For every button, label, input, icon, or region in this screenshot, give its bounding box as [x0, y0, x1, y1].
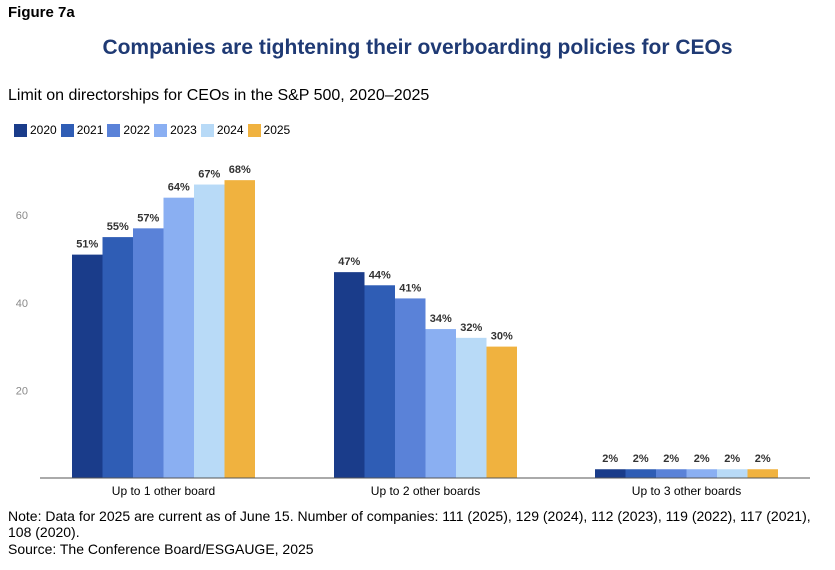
data-label: 2% [633, 453, 649, 465]
x-tick-label: Up to 2 other boards [371, 484, 480, 498]
bar [194, 184, 225, 478]
chart-source: Source: The Conference Board/ESGAUGE, 20… [8, 541, 314, 557]
data-label: 55% [107, 221, 129, 233]
data-label: 51% [76, 239, 98, 251]
y-tick-label: 20 [16, 385, 28, 397]
legend-swatch [107, 123, 121, 137]
legend-item-2021: 2021 [60, 123, 104, 137]
legend-swatch [154, 123, 168, 137]
legend-item-2020: 2020 [14, 123, 57, 137]
y-tick-label: 40 [16, 298, 28, 310]
legend-label: 2023 [170, 123, 197, 137]
y-tick-label: 60 [16, 210, 28, 222]
x-tick-label: Up to 3 other boards [632, 484, 741, 498]
data-label: 2% [602, 453, 618, 465]
legend-item-2023: 2023 [154, 123, 197, 137]
bar [747, 469, 778, 478]
data-label: 32% [460, 322, 482, 334]
figure-label: Figure 7a [8, 4, 75, 21]
legend-swatch [14, 123, 27, 137]
data-label: 57% [137, 212, 159, 224]
data-label: 2% [724, 453, 740, 465]
legend-item-2022: 2022 [107, 123, 150, 137]
chart-note: Note: Data for 2025 are current as of Ju… [8, 508, 811, 540]
legend-label: 2020 [30, 123, 57, 137]
data-label: 47% [338, 256, 360, 268]
data-label: 2% [755, 453, 771, 465]
legend-swatch [60, 123, 74, 137]
bar [224, 180, 255, 478]
bar [133, 228, 164, 478]
bar [425, 329, 456, 478]
bar [364, 285, 395, 478]
data-label: 64% [168, 182, 190, 194]
bar [717, 469, 748, 478]
legend-label: 2025 [263, 123, 291, 137]
bar [102, 237, 133, 478]
data-label: 2% [694, 453, 710, 465]
data-label: 44% [369, 269, 391, 281]
x-tick-label: Up to 1 other board [112, 484, 215, 498]
bar [456, 337, 487, 478]
bar [395, 298, 426, 478]
bar [486, 346, 517, 478]
bar-chart: 20 40 60 51% 55% 57% 64% 67% 68% Up to 1 other bo… [16, 164, 810, 498]
chart-subtitle: Limit on directorships for CEOs in the S… [8, 87, 430, 104]
legend-swatch [247, 123, 261, 137]
bar [595, 469, 626, 478]
data-label: 30% [491, 331, 513, 343]
data-label: 67% [198, 169, 220, 181]
data-label: 34% [430, 313, 452, 325]
bar [625, 469, 656, 478]
legend-swatch [200, 123, 214, 137]
legend: 2020 2021 2022 2023 2024 2025 [14, 123, 294, 137]
chart-title: Companies are tightening their overboard… [102, 36, 733, 59]
bar [656, 469, 687, 478]
legend-label: 2021 [76, 123, 104, 137]
bar [72, 254, 103, 478]
legend-label: 2022 [123, 123, 151, 137]
legend-item-2025: 2025 [247, 123, 291, 137]
bar [334, 272, 365, 478]
legend-label: 2024 [216, 123, 244, 137]
legend-item-2024: 2024 [200, 123, 244, 137]
data-label: 68% [229, 164, 251, 176]
bar [163, 197, 194, 478]
data-label: 41% [399, 282, 421, 294]
bar [686, 469, 717, 478]
data-label: 2% [663, 453, 679, 465]
